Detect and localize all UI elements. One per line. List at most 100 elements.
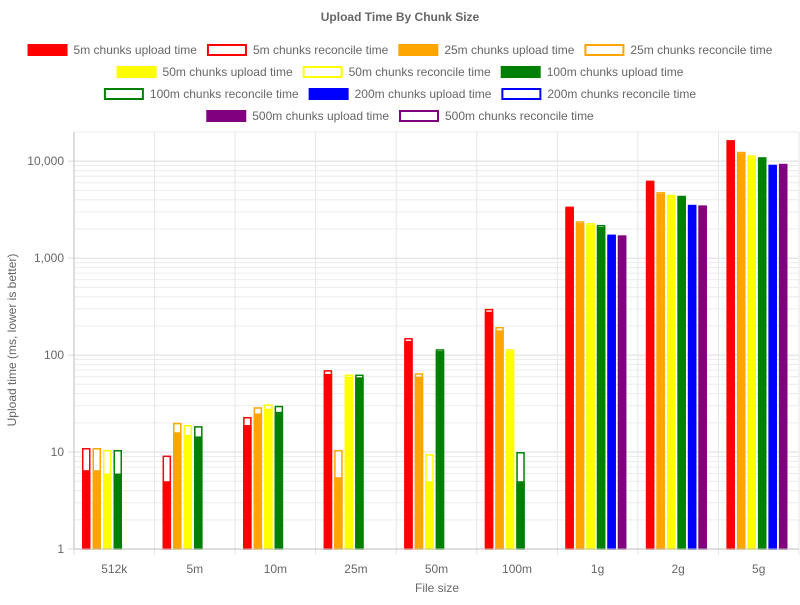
upload-bar [264,408,273,549]
legend-item[interactable]: 200m chunks reconcile time [501,87,696,101]
x-tick-label: 5g [752,562,765,576]
upload-bar [82,470,91,549]
upload-bar [113,473,122,549]
upload-bar [274,411,284,549]
legend-swatch-outline [584,44,625,56]
legend-swatch-outline [302,66,343,78]
upload-bar [355,377,364,549]
upload-bar [747,157,756,550]
upload-bar [677,196,686,549]
upload-bar [344,376,354,549]
legend-item[interactable]: 100m chunks upload time [500,65,684,79]
upload-bar [484,311,494,549]
upload-bar [495,330,504,549]
legend-swatch-filled [206,110,247,122]
y-tick-label: 10 [51,445,65,459]
upload-bar [586,224,595,549]
x-tick-label: 100m [502,562,532,576]
x-tick-label: 10m [264,562,287,576]
upload-bar [92,470,101,549]
legend-label: 5m chunks upload time [74,43,198,57]
upload-bar [687,205,697,549]
x-tick-label: 2g [671,562,684,576]
upload-bar [194,436,203,549]
y-tick-label: 1,000 [34,251,64,265]
upload-bar [435,351,445,549]
legend-swatch-outline [501,88,542,100]
legend-label: 25m chunks upload time [444,43,574,57]
y-tick-label: 1 [57,542,64,556]
x-tick-label: 1g [591,562,604,576]
legend-swatch-filled [398,44,439,56]
upload-bar [698,205,707,550]
legend-swatch-outline [399,110,440,122]
upload-bar [404,340,413,549]
upload-bar [666,195,676,549]
legend-label: 50m chunks reconcile time [349,65,491,79]
legend-label: 200m chunks reconcile time [547,87,696,101]
upload-bar [768,165,777,550]
upload-bar [596,226,606,549]
legend-item[interactable]: 200m chunks upload time [308,87,492,101]
upload-bar [617,235,627,549]
upload-bar [323,373,333,549]
legend-item[interactable]: 25m chunks upload time [398,43,575,57]
legend-label: 25m chunks reconcile time [630,43,772,57]
upload-bar [516,481,525,549]
legend-swatch-outline [103,88,144,100]
x-tick-label: 25m [344,562,367,576]
upload-bar [645,181,655,549]
x-tick-label: 512k [101,562,128,576]
upload-bar [334,477,343,549]
legend-swatch-filled [308,88,349,100]
legend-swatch-outline [206,44,247,56]
upload-bar [607,235,616,549]
legend-item[interactable]: 100m chunks reconcile time [103,87,299,101]
upload-bar [778,164,788,549]
axes: 1 10 100 1,000 10,000 512k 5m 10m 25m 50m 100m 1g 2g… [27,132,799,576]
legend-label: 100m chunks reconcile time [150,87,299,101]
upload-bar [253,413,263,549]
legend[interactable]: 5m chunks upload time 5m chunks reconcile… [27,43,773,123]
y-tick-label: 100 [44,348,64,362]
upload-bar [505,351,515,549]
y-axis-title: Upload time (ms, lower is better) [5,254,19,427]
legend-item[interactable]: 5m chunks upload time [27,43,198,57]
upload-bar [425,481,434,549]
y-tick-label: 10,000 [27,154,64,168]
bars [82,140,788,550]
x-axis-title: File size [415,581,459,595]
upload-bar [243,425,252,549]
x-tick-label: 50m [425,562,448,576]
upload-bar [757,158,767,550]
upload-bar [565,207,574,550]
upload-bar [736,153,746,549]
legend-label: 500m chunks reconcile time [445,109,594,123]
legend-label: 200m chunks upload time [355,87,492,101]
legend-swatch-filled [116,66,157,78]
legend-label: 50m chunks upload time [163,65,293,79]
legend-label: 5m chunks reconcile time [253,43,389,57]
legend-label: 500m chunks upload time [252,109,389,123]
upload-bar [103,473,112,549]
legend-label: 100m chunks upload time [547,65,684,79]
upload-bar [173,432,182,549]
chart-title: Upload Time By Chunk Size [321,10,480,24]
legend-item[interactable]: 500m chunks upload time [206,109,389,123]
legend-swatch-filled [500,66,541,78]
x-tick-label: 5m [186,562,203,576]
upload-bar [575,223,585,549]
legend-item[interactable]: 25m chunks reconcile time [584,43,773,57]
upload-bar [414,376,424,549]
legend-item[interactable]: 50m chunks reconcile time [302,65,491,79]
legend-item[interactable]: 50m chunks upload time [116,65,293,79]
upload-bar [183,434,193,549]
upload-bar [726,141,735,550]
legend-item[interactable]: 500m chunks reconcile time [399,109,594,123]
legend-swatch-filled [27,44,68,56]
legend-item[interactable]: 5m chunks reconcile time [206,43,389,57]
upload-bar [656,193,665,549]
upload-bar [162,481,172,549]
